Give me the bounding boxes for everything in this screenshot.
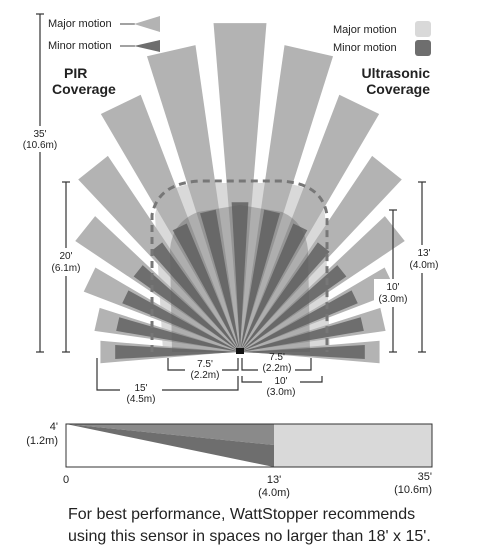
legend-us-minor-swatch xyxy=(415,40,431,56)
side-view-pir-minor-zone xyxy=(66,424,274,467)
ultrasonic-boundary xyxy=(150,179,329,352)
pir-major-zone xyxy=(94,307,233,351)
legend-pir-major-label: Major motion xyxy=(48,18,112,30)
pir-minor-zone xyxy=(115,345,240,359)
ultrasonic-minor-area xyxy=(170,205,310,352)
side-view-end-m: (10.6m) xyxy=(394,484,432,496)
pir-title-line1: PIR xyxy=(64,65,87,81)
dim-right-10-ft: 10' xyxy=(274,376,287,387)
pir-minor-zone xyxy=(200,209,240,352)
side-view-end-ft: 35' xyxy=(418,471,432,483)
dim-pir-35 xyxy=(36,13,44,353)
dim-pir-20-ft: 20' xyxy=(59,251,72,262)
pir-minor-zone xyxy=(150,242,240,352)
dim-left-7-5-m: (2.2m) xyxy=(191,370,220,381)
us-title-line1: Ultrasonic xyxy=(362,65,431,81)
dim-right-7-5-ft: 7.5' xyxy=(269,352,285,363)
dim-us-13-m: (4.0m) xyxy=(410,260,439,271)
legend-us-minor-label: Minor motion xyxy=(333,42,397,54)
pir-minor-zone xyxy=(122,290,240,352)
dim-pir-20-m: (6.1m) xyxy=(52,263,81,274)
pir-minor-zone xyxy=(240,317,364,352)
pir-major-zone xyxy=(146,45,239,345)
pir-minor-zone xyxy=(240,265,347,352)
us-title-line2: Coverage xyxy=(366,81,430,97)
legend-us-major-swatch xyxy=(415,21,431,37)
side-view-height-m: (1.2m) xyxy=(26,435,58,447)
dim-pir-35-ft: 35' xyxy=(33,129,46,140)
legend-us-major-label: Major motion xyxy=(333,24,397,36)
pir-minor-zone xyxy=(231,202,249,352)
pir-minor-zones xyxy=(115,202,365,359)
dim-right-7-5-m: (2.2m) xyxy=(263,363,292,374)
legend-pir-minor-label: Minor motion xyxy=(48,40,112,52)
pir-major-zone xyxy=(241,45,334,345)
pir-major-zone xyxy=(213,23,267,345)
pir-title-line2: Coverage xyxy=(52,81,116,97)
pir-minor-zone xyxy=(172,223,240,352)
side-view-mid-m: (4.0m) xyxy=(258,487,290,499)
side-view-mid-ft: 13' xyxy=(267,474,281,486)
pir-minor-zone xyxy=(133,265,240,352)
pir-minor-zone xyxy=(240,209,280,352)
dim-right-10-m: (3.0m) xyxy=(267,387,296,398)
sensor-icon xyxy=(236,348,244,354)
pir-minor-zone xyxy=(116,317,240,352)
legend-pir-minor-swatch xyxy=(134,40,160,52)
dim-us-10-ft: 10' xyxy=(386,282,399,293)
side-view: 4' (1.2m) 0 13' (4.0m) 35' (10.6m) xyxy=(26,421,433,499)
coverage-diagram: Major motion Minor motion Major motion M… xyxy=(22,13,439,499)
pir-minor-zone xyxy=(240,345,365,359)
dim-left-15-ft: 15' xyxy=(134,383,147,394)
side-view-ultrasonic-zone xyxy=(274,424,432,467)
caption-line2: using this sensor in spaces no larger th… xyxy=(68,528,431,545)
legend-pir-major-swatch xyxy=(134,16,160,32)
pir-major-zone xyxy=(247,307,386,351)
dim-horizontal-lines xyxy=(96,358,323,391)
dim-us-10-m: (3.0m) xyxy=(379,294,408,305)
dim-us-13-ft: 13' xyxy=(417,248,430,259)
caption: For best performance, WattStopper recomm… xyxy=(0,504,490,548)
dim-left-7-5-ft: 7.5' xyxy=(197,359,213,370)
side-view-height-ft: 4' xyxy=(50,421,58,433)
pir-minor-zone xyxy=(240,242,330,352)
dim-left-15-m: (4.5m) xyxy=(127,394,156,405)
dim-pir-35-m: (10.6m) xyxy=(23,140,57,151)
side-view-start: 0 xyxy=(63,474,69,486)
caption-line1: For best performance, WattStopper recomm… xyxy=(68,506,416,523)
pir-minor-zone xyxy=(240,223,308,352)
